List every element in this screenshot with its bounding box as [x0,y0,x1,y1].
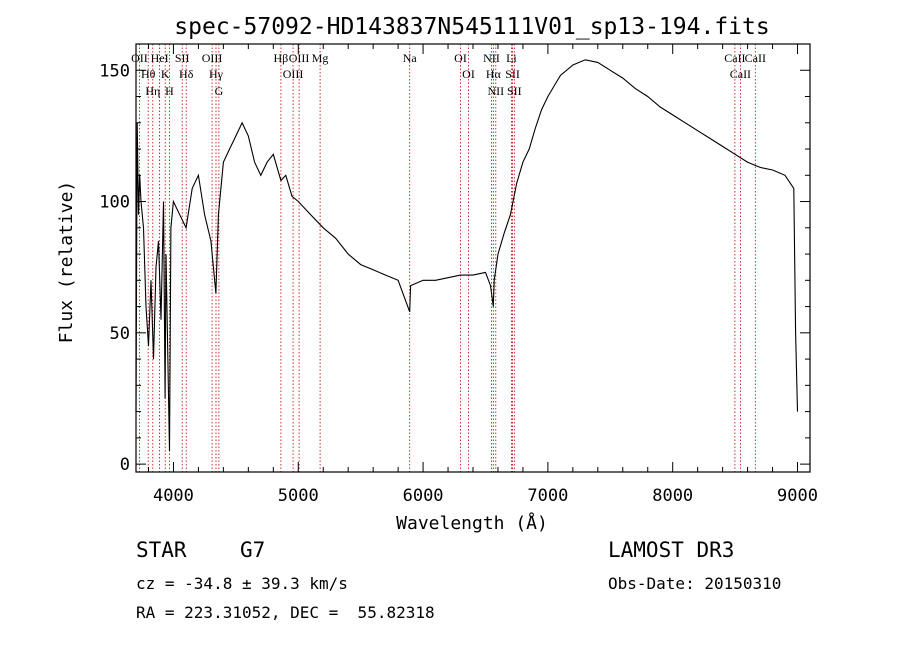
spectral-line-label: Hδ [179,67,194,81]
y-tick-label: 100 [99,193,130,213]
x-axis-ticks: 4000 5000 6000 7000 8000 9000 [147,44,818,506]
x-tick-label: 4000 [153,486,194,506]
spectral-line-label: Hγ [209,67,224,81]
spectral-line-label: H [165,84,174,98]
spectral-line-label: OI [462,67,475,81]
spectral-line-label: Hβ [274,51,289,65]
coordinates: RA = 223.31052, DEC = 55.82318 [136,603,435,622]
spectrum-line [135,59,799,452]
x-tick-label: 6000 [403,486,444,506]
x-tick-label: 5000 [278,486,319,506]
spectral-line-label: SII [507,84,522,98]
spectral-line-label: NII [487,84,504,98]
spectral-line-label: Li [506,51,517,65]
y-axis-label: Flux (relative) [56,181,77,344]
plot-frame [135,43,811,473]
object-type: STAR [136,538,187,562]
spectral-line-label: OI [454,51,467,65]
spectral-line-label: CaII [724,51,745,65]
x-axis-label: Wavelength (Å) [396,512,548,534]
spectral-line-label: OII [131,51,148,65]
spectral-line-label: SII [505,67,520,81]
y-axis-ticks: 0 50 100 150 [99,61,810,475]
chart-title: spec-57092-HD143837N545111V01_sp13-194.f… [174,14,769,40]
spectral-line-label: SII [175,51,190,65]
spectral-line-label: CaII [730,67,751,81]
spectral-line-label: OIII [289,51,310,65]
spectral-line-label: OIII [202,51,223,65]
spectral-line-label: OIII [283,67,304,81]
spectral-line-markers [138,44,756,472]
spectral-line-label: G [215,84,224,98]
spectral-line-label: Mg [312,51,329,65]
y-tick-label: 50 [110,324,130,344]
spectral-line-label: Hη [145,84,160,98]
spectral-line-label: Hα [486,67,502,81]
y-tick-label: 0 [120,455,130,475]
subclass: G7 [240,538,266,562]
obs-date: Obs-Date: 20150310 [608,574,782,593]
spectral-line-label: K [161,67,170,81]
spectral-line-label: HeI [151,51,169,65]
x-tick-label: 7000 [527,486,568,506]
redshift-readout: cz = -34.8 ± 39.3 km/s [136,574,348,593]
spectral-line-label: NII [483,51,500,65]
spectral-line-label: CaII [745,51,766,65]
spectral-line-label: Hθ [141,67,156,81]
x-tick-label: 9000 [777,486,818,506]
y-tick-label: 150 [99,61,130,81]
x-tick-label: 8000 [652,486,693,506]
spectral-line-label: Na [403,51,418,65]
data-release: LAMOST DR3 [608,538,735,562]
